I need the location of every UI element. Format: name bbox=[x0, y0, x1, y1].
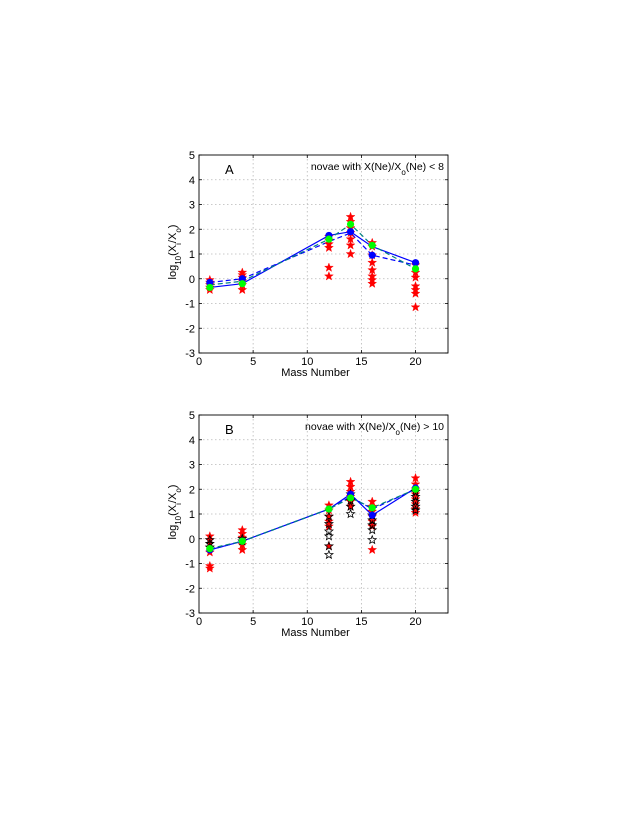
blue-circle-marker bbox=[206, 278, 214, 287]
green-circle-marker bbox=[346, 220, 355, 228]
red-star-marker bbox=[323, 242, 334, 253]
y-tick-label: 4 bbox=[189, 435, 195, 447]
x-axis-label: Mass Number bbox=[281, 627, 350, 639]
green-circle-marker bbox=[206, 545, 214, 553]
green-circle-marker bbox=[368, 241, 376, 249]
x-tick-label: 5 bbox=[250, 616, 256, 628]
red-star-marker bbox=[345, 248, 356, 259]
black-star-marker bbox=[410, 504, 421, 515]
y-tick-label: 0 bbox=[189, 534, 195, 546]
red-star-marker bbox=[410, 272, 421, 282]
red-star-marker bbox=[367, 544, 378, 555]
y-tick-label: -2 bbox=[185, 583, 195, 595]
series-line-blue-dashed bbox=[209, 232, 416, 284]
black-star-marker bbox=[323, 530, 334, 541]
x-tick-label: 15 bbox=[355, 616, 367, 628]
green-circle-marker bbox=[368, 504, 376, 512]
green-circle-marker bbox=[411, 485, 420, 493]
y-axis-label: log10(Xi/Xo) bbox=[167, 225, 183, 280]
x-tick-label: 10 bbox=[301, 356, 313, 368]
x-tick-label: 0 bbox=[196, 356, 202, 368]
x-tick-label: 0 bbox=[196, 616, 202, 628]
panel-title: A bbox=[225, 162, 234, 177]
panel-a: 0 5 10 15 20 -3 -2 -1 0 1 2 3 4 5 A novae with X(Ne)/Xo… bbox=[167, 150, 449, 379]
red-star-marker bbox=[237, 544, 248, 555]
y-tick-label: 1 bbox=[189, 509, 195, 521]
black-star-marker bbox=[367, 524, 378, 535]
red-star-marker bbox=[410, 302, 421, 312]
x-tick-label: 20 bbox=[409, 616, 421, 628]
panel-title: B bbox=[225, 422, 234, 437]
black-star-marker bbox=[323, 518, 334, 529]
black-star-marker bbox=[323, 540, 334, 551]
y-tick-label: 3 bbox=[189, 460, 195, 472]
red-star-marker bbox=[323, 271, 334, 281]
red-star-marker bbox=[237, 284, 248, 295]
black-star-marker bbox=[345, 501, 356, 511]
red-star-marker bbox=[367, 257, 378, 267]
panel-annotation: novae with X(Ne)/Xo(Ne) < 8 bbox=[311, 161, 444, 177]
x-tick-label: 20 bbox=[409, 356, 421, 368]
green-circle-marker bbox=[206, 283, 214, 292]
green-circle-marker bbox=[346, 494, 355, 502]
series-line-teal-dashed bbox=[209, 223, 416, 286]
green-circle-marker bbox=[238, 280, 246, 288]
y-tick-label: 3 bbox=[189, 200, 195, 212]
black-star-marker bbox=[323, 549, 334, 560]
red-star-marker bbox=[345, 240, 356, 250]
x-tick-label: 10 bbox=[301, 616, 313, 628]
black-star-marker bbox=[410, 501, 421, 511]
y-tick-label: 2 bbox=[189, 484, 195, 496]
blue-circle-marker bbox=[368, 251, 376, 259]
y-tick-label: 0 bbox=[189, 274, 195, 286]
panel-annotation: novae with X(Ne)/Xo(Ne) > 10 bbox=[305, 421, 444, 437]
y-tick-label: -1 bbox=[185, 299, 195, 311]
y-tick-label: -3 bbox=[185, 608, 195, 620]
green-circle-marker bbox=[238, 537, 246, 545]
y-tick-label: -2 bbox=[185, 323, 195, 335]
y-tick-label: 1 bbox=[189, 249, 195, 261]
red-star-marker bbox=[410, 288, 421, 298]
black-star-marker bbox=[367, 534, 378, 545]
black-star-marker bbox=[345, 508, 356, 519]
y-tick-label: 4 bbox=[189, 175, 195, 187]
y-tick-label: -3 bbox=[185, 348, 195, 360]
black-star-marker bbox=[204, 534, 215, 545]
blue-circle-marker bbox=[346, 228, 355, 236]
blue-circle-marker bbox=[238, 275, 246, 283]
green-circle-marker bbox=[411, 265, 420, 273]
panel-b: 0 5 10 15 20 -3 -2 -1 0 1 2 3 4 5 B novae with X(Ne)/Xo… bbox=[167, 410, 449, 639]
x-tick-label: 5 bbox=[250, 356, 256, 368]
red-star-marker bbox=[367, 278, 378, 288]
blue-circle-marker bbox=[368, 511, 376, 519]
y-tick-label: 5 bbox=[189, 410, 195, 422]
series-line-teal-dashed bbox=[209, 488, 416, 550]
red-star-marker bbox=[323, 262, 334, 272]
y-tick-label: 5 bbox=[189, 150, 195, 162]
x-axis-label: Mass Number bbox=[281, 367, 350, 379]
x-tick-label: 15 bbox=[355, 356, 367, 368]
green-circle-marker bbox=[325, 505, 333, 513]
black-star-marker bbox=[323, 511, 334, 521]
red-star-marker bbox=[204, 563, 215, 573]
y-tick-label: 2 bbox=[189, 224, 195, 236]
y-tick-label: -1 bbox=[185, 559, 195, 571]
green-circle-marker bbox=[325, 235, 333, 243]
y-axis-label: log10(Xi/Xo) bbox=[167, 485, 183, 540]
blue-circle-marker bbox=[411, 259, 420, 267]
